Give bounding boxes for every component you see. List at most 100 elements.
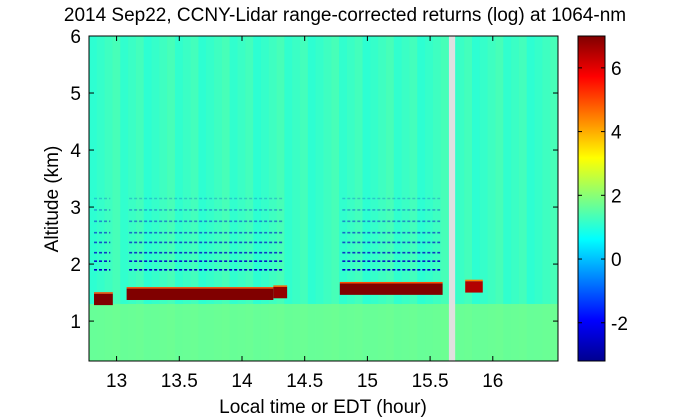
heatmap-column bbox=[346, 36, 355, 361]
chart-title: 2014 Sep22, CCNY-Lidar range-corrected r… bbox=[64, 5, 626, 26]
plot-area: 13 13.5 14 14.5 15 15.5 16 1 2 3 4 5 6 bbox=[70, 27, 559, 392]
heatmap-column bbox=[221, 36, 230, 361]
heatmap-column bbox=[542, 36, 551, 361]
heatmap-column bbox=[112, 36, 121, 361]
heatmap-column bbox=[440, 36, 449, 361]
boundary-layer-edge bbox=[94, 292, 113, 294]
x-tick-label: 14 bbox=[231, 371, 253, 392]
x-tick-label: 15 bbox=[357, 371, 378, 392]
heatmap-column bbox=[425, 36, 433, 361]
y-tick-label: 2 bbox=[70, 255, 81, 276]
heatmap-column bbox=[362, 36, 371, 361]
heatmap-column bbox=[167, 36, 175, 361]
heatmap-column bbox=[260, 36, 269, 361]
heatmap-column bbox=[518, 36, 527, 361]
heatmap-column bbox=[472, 36, 480, 361]
heatmap-column bbox=[89, 36, 97, 361]
colorbar-tick-label: -2 bbox=[611, 314, 628, 335]
colorbar-frame bbox=[577, 35, 606, 362]
heatmap-column bbox=[268, 36, 277, 361]
y-axis-label: Altitude (km) bbox=[42, 146, 63, 253]
x-tick-label: 13.5 bbox=[161, 371, 198, 392]
heatmap-column bbox=[315, 36, 324, 361]
heatmap-column bbox=[323, 36, 332, 361]
colorbar-tick-label: 6 bbox=[611, 59, 622, 80]
heatmap-column bbox=[120, 36, 129, 361]
heatmap-column bbox=[393, 36, 402, 361]
colorbar-tick-label: 0 bbox=[611, 250, 622, 271]
heatmap-column bbox=[300, 36, 308, 361]
heatmap-column bbox=[479, 36, 488, 361]
boundary-layer-edge bbox=[126, 287, 274, 289]
heatmap-column bbox=[237, 36, 246, 361]
heatmap-column bbox=[253, 36, 261, 361]
x-tick-label: 16 bbox=[482, 371, 503, 392]
boundary-layer-edge bbox=[273, 285, 288, 287]
colorbar-ticks: -2 0 2 4 6 bbox=[578, 59, 628, 335]
heatmap-column bbox=[409, 36, 418, 361]
boundary-layer-edge bbox=[339, 281, 443, 284]
heatmap-column bbox=[104, 36, 113, 361]
heatmap-column bbox=[511, 36, 519, 361]
heatmap-column bbox=[526, 36, 535, 361]
heatmap-column bbox=[206, 36, 215, 361]
heatmap-column bbox=[284, 36, 293, 361]
heatmap-column bbox=[534, 36, 543, 361]
x-tick-label: 15.5 bbox=[412, 371, 449, 392]
heatmap-column bbox=[198, 36, 207, 361]
heatmap-column bbox=[378, 36, 387, 361]
heatmap-column bbox=[503, 36, 512, 361]
heatmap-column bbox=[550, 36, 558, 361]
y-tick-label: 4 bbox=[70, 141, 81, 162]
heatmap-column bbox=[370, 36, 379, 361]
y-tick-label: 3 bbox=[70, 198, 81, 219]
heatmap-column bbox=[143, 36, 152, 361]
heatmap-column bbox=[229, 36, 238, 361]
heatmap-column bbox=[487, 36, 496, 361]
heatmap-column bbox=[174, 36, 183, 361]
heatmap-column bbox=[245, 36, 254, 361]
heatmap-column bbox=[354, 36, 363, 361]
heatmap-column bbox=[495, 36, 504, 361]
heatmap-column bbox=[331, 36, 340, 361]
y-tick-label: 5 bbox=[70, 84, 81, 105]
heatmap-column bbox=[135, 36, 144, 361]
boundary-layer-segment bbox=[339, 283, 443, 295]
heatmap-column bbox=[456, 36, 465, 361]
boundary-layer-segment bbox=[126, 288, 274, 300]
colorbar-tick-label: 4 bbox=[611, 123, 622, 144]
heatmap-layer bbox=[89, 36, 558, 361]
heatmap-column bbox=[159, 36, 168, 361]
heatmap-column bbox=[128, 36, 136, 361]
colorbar-gradient bbox=[578, 36, 605, 361]
no-data-gap bbox=[448, 36, 456, 361]
heatmap-column bbox=[464, 36, 473, 361]
x-tick-label: 14.5 bbox=[286, 371, 323, 392]
boundary-layer-segment bbox=[273, 286, 288, 299]
heatmap-column bbox=[432, 36, 441, 361]
heatmap-column bbox=[190, 36, 199, 361]
heatmap-column bbox=[417, 36, 426, 361]
colorbar-tick-label: 2 bbox=[611, 186, 622, 207]
y-tick-label: 6 bbox=[70, 27, 81, 48]
heatmap-column bbox=[96, 36, 105, 361]
heatmap-column bbox=[214, 36, 222, 361]
y-tick-label: 1 bbox=[70, 312, 81, 333]
heatmap-column bbox=[339, 36, 347, 361]
x-axis-label: Local time or EDT (hour) bbox=[219, 397, 427, 418]
x-axis: 13 13.5 14 14.5 15 15.5 16 bbox=[106, 36, 503, 392]
heatmap-column bbox=[401, 36, 410, 361]
heatmap-column bbox=[386, 36, 394, 361]
colorbar: -2 0 2 4 6 bbox=[577, 35, 628, 362]
heatmap-column bbox=[276, 36, 285, 361]
heatmap-column bbox=[182, 36, 191, 361]
heatmap-column bbox=[292, 36, 301, 361]
near-ground-layer bbox=[89, 303, 558, 361]
boundary-layer-segment bbox=[465, 281, 483, 293]
x-tick-label: 13 bbox=[106, 371, 127, 392]
plot-frame bbox=[88, 35, 559, 362]
boundary-layer-edge bbox=[465, 279, 483, 282]
boundary-layer-segment bbox=[94, 293, 113, 306]
